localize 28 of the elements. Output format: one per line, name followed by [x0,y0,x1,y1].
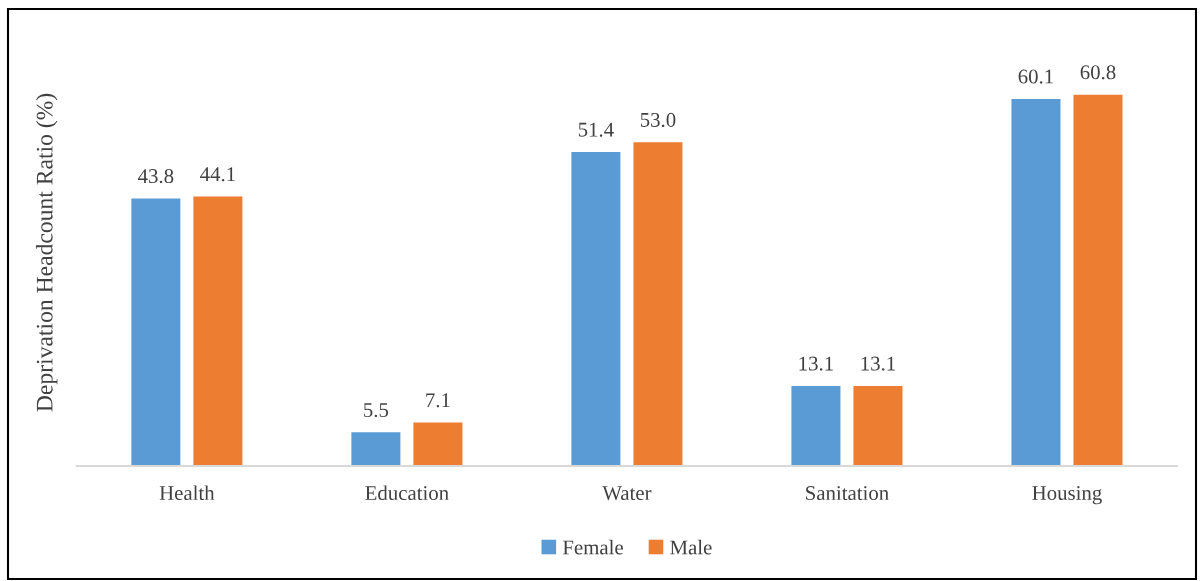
bar [571,152,621,466]
x-tick-label: Education [365,485,449,501]
bar [413,422,463,466]
data-label: 5.5 [364,403,389,418]
data-label: 13.1 [799,356,833,371]
bar [131,198,181,466]
legend-label: Male [670,539,712,555]
bar [351,432,401,466]
bar [633,142,683,466]
legend-label: Female [562,539,623,555]
data-label: 7.1 [426,393,450,408]
x-tick-label: Sanitation [806,486,889,501]
bar [791,385,841,466]
bar [853,385,903,466]
data-label: 43.8 [138,169,174,184]
data-label: 60.1 [1018,69,1053,84]
bar [1073,94,1123,466]
data-label: 60.8 [1080,65,1116,80]
x-tick-label: Housing [1032,486,1102,505]
data-label: 51.4 [578,122,614,137]
x-tick-label: Health [159,485,215,501]
x-tick-label: Water [602,486,652,501]
bar [1011,98,1061,466]
data-label: 44.1 [200,167,235,182]
data-label: 53.0 [640,112,676,128]
y-axis-title: Deprivation Headcount Ratio (%) [36,93,58,412]
bar [193,196,243,466]
data-label: 13.1 [861,356,895,371]
